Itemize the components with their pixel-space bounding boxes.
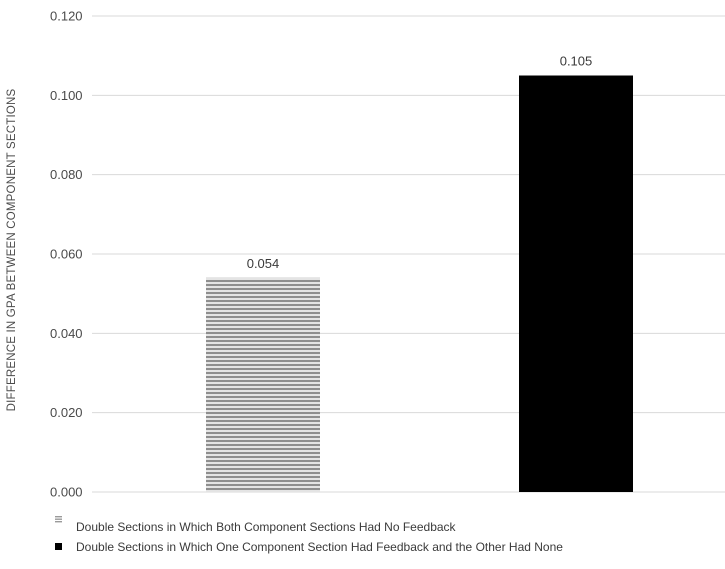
y-tick-label: 0.060	[50, 247, 83, 262]
y-tick-label: 0.000	[50, 485, 83, 500]
legend-label-1: Double Sections in Which Both Component …	[76, 520, 457, 534]
data-label-1: 0.054	[247, 256, 280, 271]
legend-label-2: Double Sections in Which One Component S…	[76, 540, 563, 554]
bar-2	[519, 75, 633, 492]
y-tick-label: 0.080	[50, 167, 83, 182]
bars	[206, 75, 633, 492]
y-tick-label: 0.020	[50, 405, 83, 420]
data-labels: 0.054 0.105	[247, 54, 593, 271]
y-tick-label: 0.100	[50, 88, 83, 103]
y-tick-label: 0.040	[50, 326, 83, 341]
legend-swatch-2	[55, 543, 62, 550]
gridlines	[92, 15, 725, 493]
legend-swatch-1	[55, 516, 62, 523]
y-tick-label: 0.120	[50, 9, 83, 24]
data-label-2: 0.105	[560, 54, 593, 69]
legend: Double Sections in Which Both Component …	[55, 516, 563, 554]
y-axis-ticks: 0.000 0.020 0.040 0.060 0.080 0.100 0.120	[50, 9, 83, 500]
bar-1	[206, 277, 320, 492]
y-axis-title: DIFFERENCE IN GPA BETWEEN COMPONENT SECT…	[6, 89, 18, 412]
